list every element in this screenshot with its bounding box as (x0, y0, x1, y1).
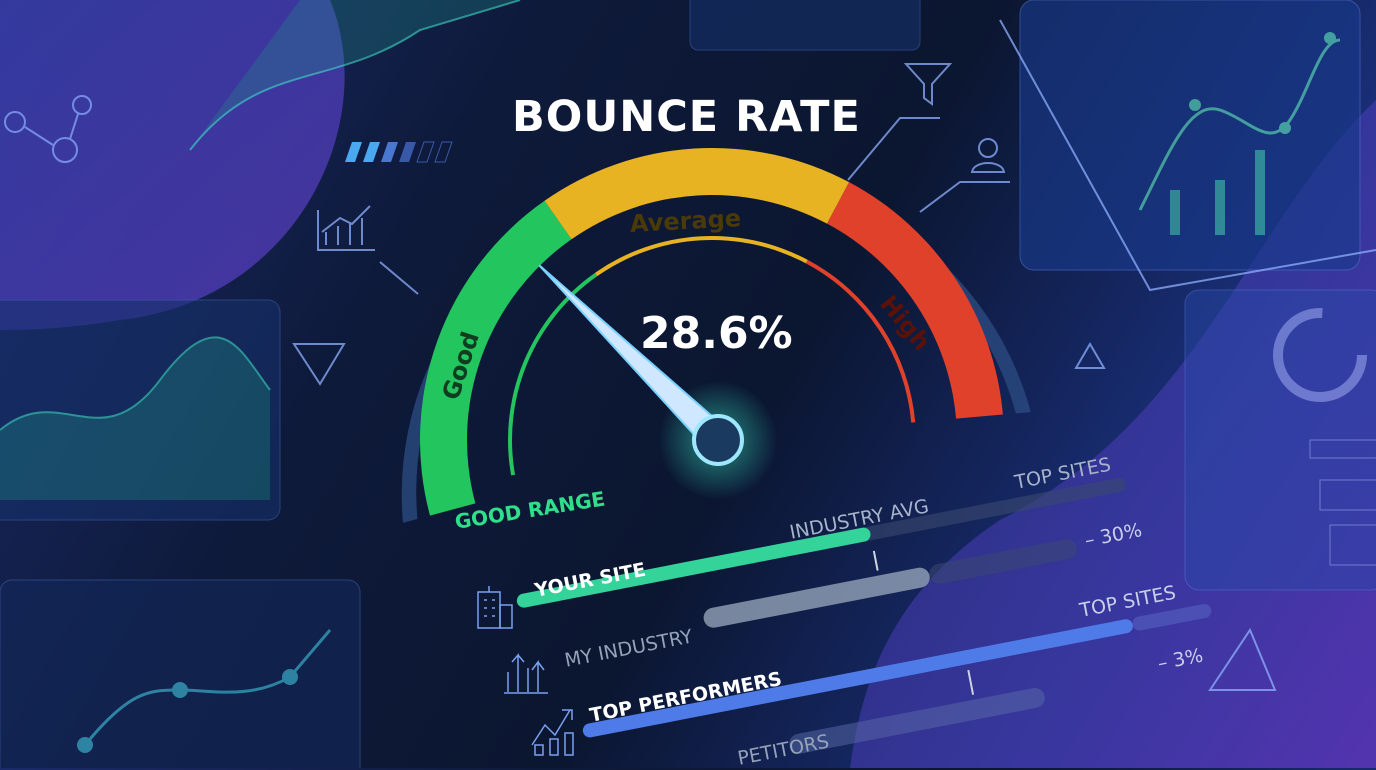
gauge-inner-arc-high (805, 259, 916, 423)
gauge-zone-good (420, 200, 572, 516)
user-icon (970, 138, 1006, 173)
zone-label-average: Average (629, 204, 742, 238)
building-icon (477, 586, 513, 629)
gauge-inner-arc-good (508, 272, 598, 476)
top-performers-track (1132, 603, 1212, 631)
page-title: BOUNCE RATE (512, 92, 861, 142)
funnel-icon (903, 63, 953, 106)
comparison-bars (516, 477, 1212, 754)
progress-squares (345, 141, 453, 163)
top-performers-bar (582, 619, 1133, 738)
my-industry-bar (703, 567, 930, 628)
panel-bottom-left-chart (0, 579, 361, 768)
trend-up-chart-icon (531, 709, 574, 756)
competitors-bar (789, 687, 1045, 754)
donut-chart-icon (1273, 308, 1367, 402)
my-industry-track (929, 539, 1078, 584)
triangle-icon (292, 343, 346, 386)
gauge-hub (692, 414, 744, 466)
panel-right-chart (1019, 0, 1376, 591)
your-site-bar (516, 527, 871, 608)
panel-left-chart (0, 299, 281, 521)
line-chart-icon (1208, 627, 1277, 691)
gauge-zone-high (827, 182, 1003, 419)
gauge-value: 28.6% (640, 308, 793, 359)
purple-blob-left (0, 0, 345, 330)
panel-top-chart (189, 0, 921, 151)
purple-blob-right (850, 100, 1376, 768)
bar-chart-up-icon (504, 652, 548, 694)
gauge-inner-arc-average (594, 236, 808, 277)
network-icon (4, 95, 92, 163)
bounce-rate-gauge (401, 148, 1031, 523)
bar-chart-icon (317, 205, 375, 251)
gauge-zone-average (544, 148, 850, 240)
pin-triangle-icon (1074, 342, 1106, 369)
